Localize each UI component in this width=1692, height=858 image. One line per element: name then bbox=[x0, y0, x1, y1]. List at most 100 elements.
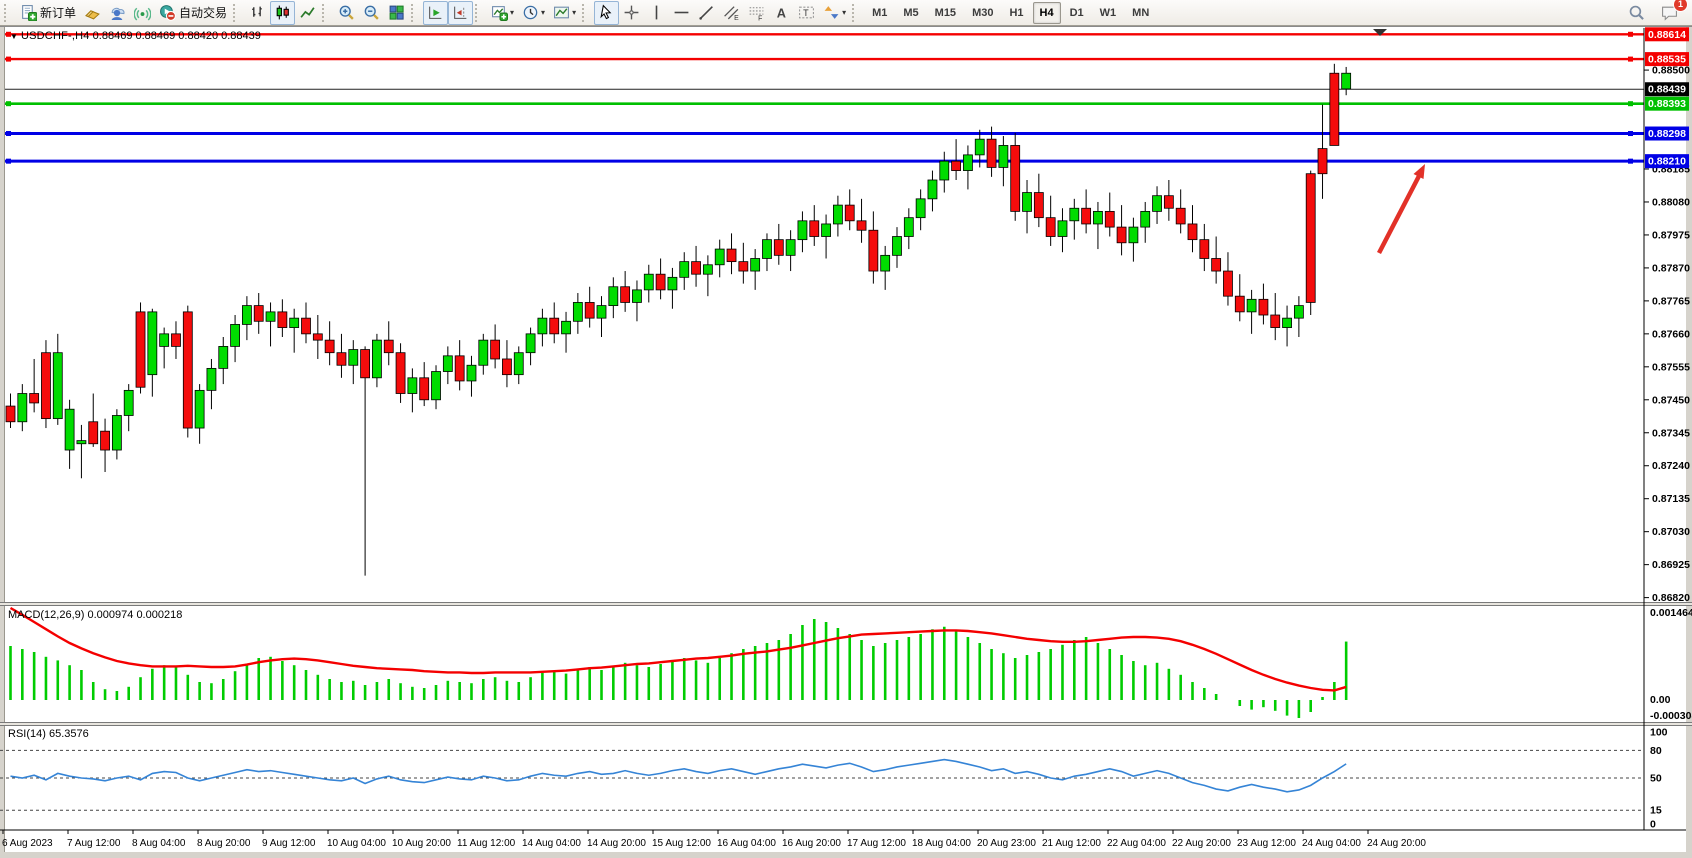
trendline-button[interactable] bbox=[694, 1, 719, 25]
candle bbox=[1211, 258, 1222, 272]
toolbar-group-handle[interactable] bbox=[411, 3, 419, 22]
timeframe-mn-button[interactable]: MN bbox=[1132, 6, 1150, 19]
toolbar-group-handle[interactable] bbox=[582, 3, 590, 22]
svg-text:16 Aug 04:00: 16 Aug 04:00 bbox=[717, 838, 776, 849]
autotrading-button[interactable]: 自动交易 bbox=[155, 1, 231, 25]
candle bbox=[1081, 207, 1092, 225]
candle bbox=[123, 389, 134, 416]
rsi-indicator-label[interactable]: RSI(14) 65.3576 bbox=[8, 728, 89, 740]
new-chart-button[interactable]: ▾ bbox=[487, 1, 518, 25]
candle bbox=[395, 352, 406, 394]
svg-text:0.87765: 0.87765 bbox=[1652, 295, 1690, 307]
dropdown-caret-icon[interactable]: ▾ bbox=[842, 8, 847, 17]
timeframe-m30-button[interactable]: M30 bbox=[972, 6, 994, 19]
time-scale[interactable]: 6 Aug 2023 7 Aug 12:00 8 Aug 04:00 8 Aug 20… bbox=[2, 830, 1426, 849]
text-button[interactable]: A bbox=[769, 1, 794, 25]
arrows-button[interactable]: ▾ bbox=[819, 1, 850, 25]
auto-scroll-button[interactable] bbox=[423, 0, 449, 25]
timeframe-d1-button[interactable]: D1 bbox=[1069, 6, 1084, 19]
candle bbox=[1128, 226, 1139, 244]
candle bbox=[383, 339, 394, 354]
svg-text:0.88210: 0.88210 bbox=[1648, 156, 1686, 168]
search-button[interactable] bbox=[1624, 1, 1649, 25]
toolbar-group-handle[interactable] bbox=[322, 3, 330, 22]
zoom-out-button[interactable] bbox=[359, 1, 384, 25]
timeframe-m15-button[interactable]: M15 bbox=[934, 6, 957, 19]
dropdown-caret-icon[interactable]: ▾ bbox=[572, 8, 577, 17]
candle bbox=[1305, 173, 1316, 303]
signals-button[interactable] bbox=[130, 1, 155, 25]
candle bbox=[1045, 217, 1056, 237]
templates-button[interactable]: ▾ bbox=[549, 1, 580, 25]
horizontal-line-button[interactable] bbox=[669, 1, 694, 25]
community-button[interactable] bbox=[105, 1, 130, 25]
candle bbox=[679, 261, 690, 278]
candle bbox=[348, 349, 359, 366]
timeframe-w1-button[interactable]: W1 bbox=[1099, 6, 1117, 19]
candlestick-button[interactable] bbox=[270, 0, 296, 25]
candle bbox=[88, 421, 99, 445]
line-chart-button[interactable] bbox=[295, 1, 320, 25]
candle bbox=[76, 440, 87, 445]
candle bbox=[372, 339, 382, 379]
vertical-line-button[interactable] bbox=[644, 1, 669, 25]
dropdown-caret-icon[interactable]: ▾ bbox=[541, 8, 546, 17]
candle bbox=[1033, 192, 1044, 219]
candle bbox=[1010, 145, 1021, 212]
symbol-dropdown-icon[interactable]: ▼ bbox=[10, 32, 18, 41]
macd-pane bbox=[9, 606, 1348, 718]
svg-text:8 Aug 20:00: 8 Aug 20:00 bbox=[197, 838, 251, 849]
crosshair-icon bbox=[624, 5, 639, 20]
community-icon bbox=[111, 7, 125, 20]
toolbar-right-cluster: 1 bbox=[1624, 0, 1692, 25]
tile-windows-button[interactable] bbox=[384, 1, 409, 25]
candle bbox=[939, 160, 950, 181]
timeframe-m1-button[interactable]: M1 bbox=[872, 6, 888, 19]
toolbar-group-handle[interactable] bbox=[852, 3, 860, 22]
new-chart-icon bbox=[492, 6, 509, 21]
bar-chart-button[interactable] bbox=[245, 1, 270, 25]
timeframe-m5-button[interactable]: M5 bbox=[903, 6, 919, 19]
chart-shift-marker[interactable] bbox=[1373, 29, 1387, 36]
chart-shift-button[interactable] bbox=[448, 0, 474, 25]
chart-title[interactable]: ▼ USDCHF-,H4 0.88469 0.88469 0.88420 0.8… bbox=[10, 30, 261, 42]
toolbar: 新订单 自动交易 ▾ ▾ ▾ E F A T ▾ M1 M5 M15 M30 H1 H4 D1 W1 MN 1 bbox=[0, 0, 1692, 26]
candle bbox=[265, 311, 276, 322]
hline-objects[interactable] bbox=[5, 31, 1644, 164]
macd-indicator-label[interactable]: MACD(12,26,9) 0.000974 0.000218 bbox=[8, 609, 182, 621]
candle bbox=[1317, 148, 1328, 175]
notifications-button[interactable]: 1 bbox=[1657, 0, 1688, 25]
svg-text:15: 15 bbox=[1650, 805, 1662, 817]
toolbar-group-handle[interactable] bbox=[475, 3, 483, 22]
toolbar-group-handle[interactable] bbox=[233, 3, 241, 22]
dropdown-caret-icon[interactable]: ▾ bbox=[510, 8, 515, 17]
candle bbox=[809, 220, 820, 237]
svg-text:E: E bbox=[734, 15, 739, 21]
timeframe-h1-button[interactable]: H1 bbox=[1009, 6, 1024, 19]
vertical-line-icon bbox=[655, 5, 658, 20]
svg-text:0.88614: 0.88614 bbox=[1648, 29, 1686, 41]
zoom-in-button[interactable] bbox=[334, 1, 359, 25]
timeframe-h4-button[interactable]: H4 bbox=[1032, 1, 1061, 24]
toolbar-group-handle[interactable] bbox=[4, 3, 12, 22]
svg-text:-0.000308: -0.000308 bbox=[1650, 710, 1692, 722]
crosshair-button[interactable] bbox=[619, 1, 644, 25]
svg-text:18 Aug 04:00: 18 Aug 04:00 bbox=[912, 838, 971, 849]
equidistant-channel-button[interactable]: E bbox=[719, 1, 744, 25]
new-order-button[interactable]: 新订单 bbox=[16, 1, 80, 25]
cursor-button[interactable] bbox=[594, 0, 620, 25]
periods-button[interactable]: ▾ bbox=[518, 1, 549, 25]
price-scale[interactable]: 0.885000.881850.880800.879750.878700.877… bbox=[0, 27, 1692, 831]
text-label-button[interactable]: T bbox=[794, 1, 819, 25]
candle bbox=[502, 358, 512, 376]
fibonacci-button[interactable]: F bbox=[744, 1, 769, 25]
trend-arrow-annotation[interactable] bbox=[1377, 164, 1425, 255]
gold-bars-button[interactable] bbox=[80, 1, 105, 25]
candle bbox=[1270, 314, 1281, 328]
svg-text:0.87660: 0.87660 bbox=[1652, 328, 1690, 340]
macd-signal-value: 0.000218 bbox=[136, 609, 183, 621]
candle bbox=[147, 311, 158, 376]
candle bbox=[915, 198, 926, 219]
